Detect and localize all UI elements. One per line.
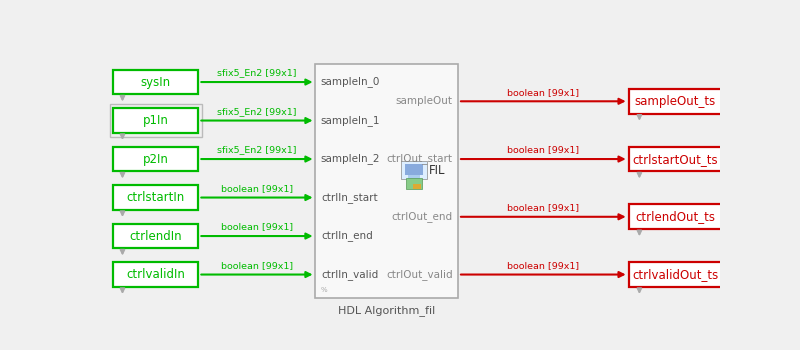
Text: ctrlIn_start: ctrlIn_start xyxy=(321,192,378,203)
Text: ctrlstartOut_ts: ctrlstartOut_ts xyxy=(632,153,718,166)
Text: %: % xyxy=(321,287,327,293)
Bar xyxy=(408,175,420,179)
Text: ctrlOut_start: ctrlOut_start xyxy=(386,154,453,164)
FancyBboxPatch shape xyxy=(629,204,722,229)
Text: boolean [99x1]: boolean [99x1] xyxy=(507,203,579,212)
FancyBboxPatch shape xyxy=(405,164,423,175)
FancyBboxPatch shape xyxy=(401,161,427,179)
Text: sfix5_En2 [99x1]: sfix5_En2 [99x1] xyxy=(217,145,297,154)
FancyBboxPatch shape xyxy=(406,177,422,189)
Text: sampleOut: sampleOut xyxy=(396,96,453,106)
Text: boolean [99x1]: boolean [99x1] xyxy=(221,261,293,270)
Text: sampleOut_ts: sampleOut_ts xyxy=(634,95,716,108)
FancyBboxPatch shape xyxy=(113,185,198,210)
Text: ctrlOut_end: ctrlOut_end xyxy=(391,211,453,222)
Text: boolean [99x1]: boolean [99x1] xyxy=(507,145,579,154)
Text: boolean [99x1]: boolean [99x1] xyxy=(221,184,293,193)
FancyBboxPatch shape xyxy=(629,89,722,114)
FancyBboxPatch shape xyxy=(113,147,198,172)
Text: ctrlendIn: ctrlendIn xyxy=(130,230,182,243)
Text: boolean [99x1]: boolean [99x1] xyxy=(221,222,293,231)
Text: p2In: p2In xyxy=(143,153,169,166)
Text: ctrlvalidIn: ctrlvalidIn xyxy=(126,268,186,281)
Text: ctrlstartIn: ctrlstartIn xyxy=(126,191,185,204)
Text: boolean [99x1]: boolean [99x1] xyxy=(507,261,579,270)
FancyBboxPatch shape xyxy=(413,184,421,189)
Text: ctrlIn_valid: ctrlIn_valid xyxy=(321,269,378,280)
Text: ctrlIn_end: ctrlIn_end xyxy=(321,231,373,241)
FancyBboxPatch shape xyxy=(113,224,198,248)
Text: sysIn: sysIn xyxy=(141,76,171,89)
Text: FIL: FIL xyxy=(429,164,445,177)
Text: sampleIn_0: sampleIn_0 xyxy=(321,77,380,88)
FancyBboxPatch shape xyxy=(629,147,722,172)
FancyBboxPatch shape xyxy=(629,262,722,287)
Text: sfix5_En2 [99x1]: sfix5_En2 [99x1] xyxy=(217,68,297,77)
FancyBboxPatch shape xyxy=(113,262,198,287)
Text: boolean [99x1]: boolean [99x1] xyxy=(507,88,579,97)
FancyBboxPatch shape xyxy=(113,70,198,94)
FancyBboxPatch shape xyxy=(113,108,198,133)
Text: ctrlvalidOut_ts: ctrlvalidOut_ts xyxy=(632,268,718,281)
Text: p1In: p1In xyxy=(143,114,169,127)
Text: sfix5_En2 [99x1]: sfix5_En2 [99x1] xyxy=(217,107,297,116)
Text: sampleIn_2: sampleIn_2 xyxy=(321,154,380,164)
Text: HDL Algorithm_fil: HDL Algorithm_fil xyxy=(338,305,435,316)
Text: ctrlOut_valid: ctrlOut_valid xyxy=(386,269,453,280)
Text: sampleIn_1: sampleIn_1 xyxy=(321,115,380,126)
FancyBboxPatch shape xyxy=(315,64,458,298)
Text: ctrlendOut_ts: ctrlendOut_ts xyxy=(635,210,715,223)
